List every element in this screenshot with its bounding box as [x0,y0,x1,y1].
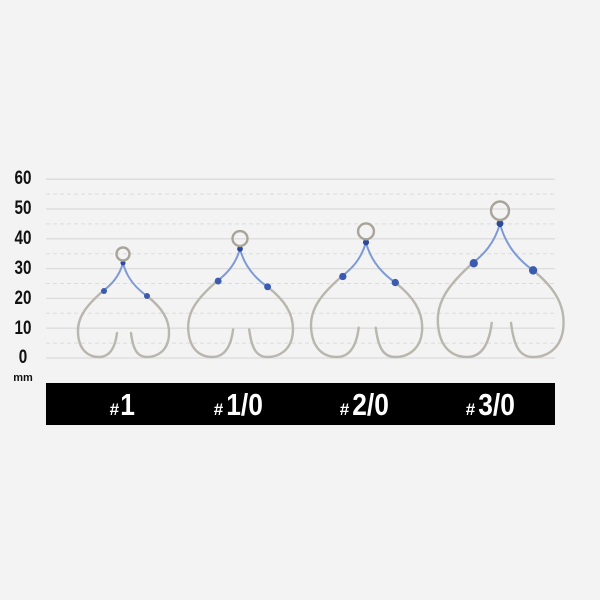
assist-line-right [499,223,534,272]
right-hook [129,294,171,359]
hooks [76,200,565,359]
tick-label: 10 [14,318,32,339]
left-hook [436,262,493,359]
hook-pair [187,229,295,359]
right-hook [247,285,295,359]
tick-label: 0 [18,347,28,368]
unit-label: mm [13,372,33,384]
assist-knot [214,277,222,285]
assist-line-right [122,262,148,297]
assist-knot [144,293,150,299]
assist-knot [120,260,126,266]
size-label: #1 [109,387,136,422]
size-label-bar [46,383,555,425]
size-label: #1/0 [213,387,264,422]
tick-label: 20 [14,288,32,309]
assist-line-left [340,242,367,278]
assist-knot [391,278,399,287]
tick-label: 30 [14,258,32,279]
solid-ring [489,200,511,222]
assist-knot [496,219,504,228]
hook-pair [436,200,565,359]
left-hook [76,289,119,359]
left-hook [309,275,360,359]
assist-line-right [239,248,269,288]
tick-label: 40 [14,228,32,249]
assist-line-right [365,242,396,284]
assist-line-left [102,262,124,292]
solid-ring [231,229,249,248]
size-label: #2/0 [339,387,390,422]
solid-ring [115,246,131,262]
right-hook [374,281,424,359]
hook-pair [309,222,424,359]
hook-pair [76,246,171,359]
right-hook [509,269,565,359]
assist-knot [101,288,107,294]
assist-knot [339,272,347,281]
left-hook [187,279,235,359]
size-label: #3/0 [465,387,516,422]
assist-line-left [471,223,501,265]
assist-knot [469,259,478,268]
solid-ring [356,222,376,241]
assist-knot [264,283,272,291]
tick-label: 60 [14,168,32,189]
assist-knot [237,246,243,252]
grid-lines [46,178,555,359]
tick-label: 50 [14,198,32,219]
assist-knot [362,239,370,246]
assist-knot [528,266,538,275]
